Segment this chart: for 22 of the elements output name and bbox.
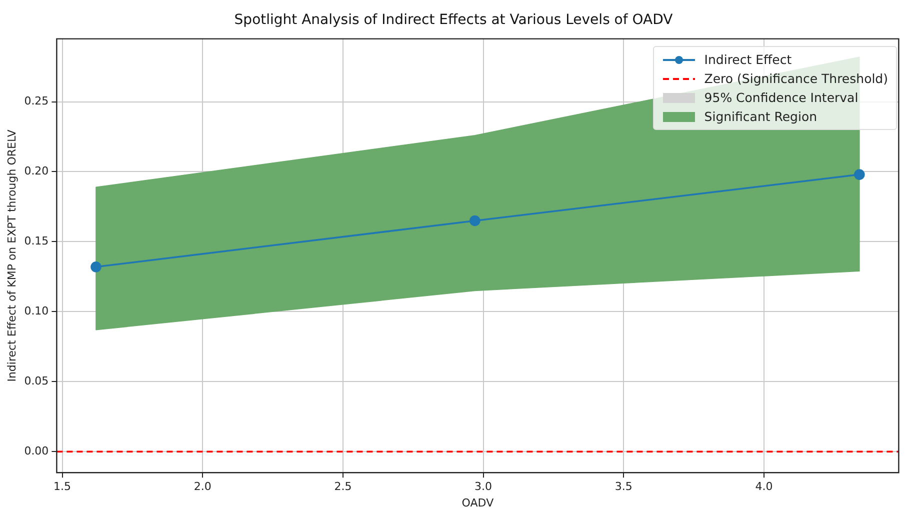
y-tick-label: 0.15 [24,234,49,248]
y-tick-label: 0.10 [24,304,49,318]
x-tick-label: 3.0 [474,480,492,494]
y-tick-label: 0.00 [24,444,49,458]
point [469,215,480,226]
legend-label: Significant Region [704,108,818,126]
x-tick-label: 2.5 [334,480,352,494]
y-tick-label: 0.05 [24,374,49,388]
x-tick-label: 1.5 [54,480,72,494]
legend-label: 95% Confidence Interval [704,89,858,107]
point [854,169,865,180]
y-axis-title: Indirect Effect of KMP on EXPT through ORELV [5,129,18,382]
y-tick-label: 0.20 [24,164,49,178]
chart-title: Spotlight Analysis of Indirect Effects at Various Levels of OADV [234,12,674,28]
x-axis-title: OADV [462,496,494,510]
x-tick-label: 3.5 [614,480,632,494]
y-tick-label: 0.25 [24,94,49,108]
point [90,261,102,272]
x-tick-label: 2.0 [194,480,212,494]
x-tick-label: 4.0 [755,480,773,494]
legend-label: Indirect Effect [704,51,792,69]
legend-label: Zero (Significance Threshold) [704,70,888,88]
